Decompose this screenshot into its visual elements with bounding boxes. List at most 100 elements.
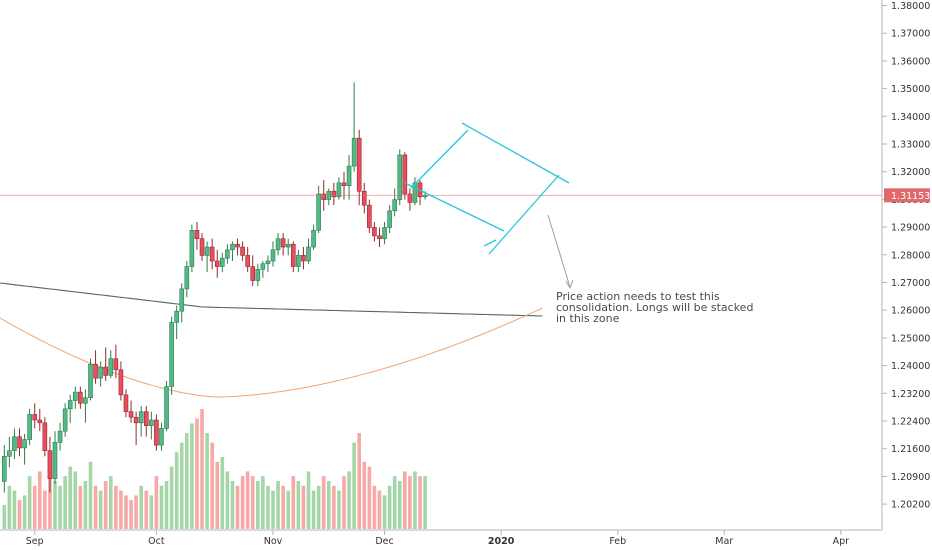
volume-bar — [281, 485, 285, 529]
candle — [351, 82, 357, 172]
volume-bar — [88, 461, 93, 529]
candle — [189, 224, 195, 273]
volume-bar — [27, 476, 32, 529]
y-tick-label: 1.25000 — [891, 333, 930, 344]
candle — [412, 177, 418, 206]
y-tick-label: 1.32000 — [891, 167, 930, 178]
candlesticks — [1, 82, 428, 493]
volume-bar — [129, 500, 133, 529]
volume-bar — [250, 476, 255, 529]
candle — [285, 238, 291, 256]
y-tick-label: 1.35000 — [891, 84, 930, 95]
candle — [27, 408, 32, 446]
volume-bar — [372, 485, 377, 529]
candle — [275, 233, 281, 256]
candle — [174, 305, 179, 340]
y-tick-label: 1.20900 — [891, 472, 930, 483]
candle — [265, 255, 271, 273]
annotation-arrow-head — [565, 279, 574, 290]
volume-bar — [169, 466, 174, 529]
candle — [331, 182, 337, 206]
volume-bar — [53, 481, 57, 529]
volume-bar — [245, 471, 250, 529]
y-tick-label: 1.38000 — [891, 1, 930, 12]
annotation-callout[interactable]: Price action needs to test this consolid… — [547, 214, 753, 325]
candle — [149, 411, 154, 440]
volume-bar — [306, 471, 311, 529]
volume-bar — [311, 490, 316, 529]
candle — [250, 255, 256, 287]
candle — [199, 233, 205, 261]
volume-bar — [291, 476, 296, 529]
candle — [133, 411, 139, 446]
volume-bar — [397, 481, 402, 529]
candle — [62, 403, 68, 437]
y-tick-label: 1.27000 — [891, 278, 930, 289]
volume-bar — [337, 490, 341, 529]
candle — [346, 154, 352, 200]
candle — [37, 408, 43, 432]
volume-bar — [261, 476, 265, 529]
volume-bar — [78, 485, 83, 529]
volume-bar — [408, 476, 412, 529]
volume-bar — [179, 442, 184, 529]
volume-bar — [68, 466, 73, 529]
y-tick-label: 1.34000 — [891, 112, 930, 123]
volume-bar — [149, 495, 154, 529]
candle — [240, 241, 245, 261]
candle — [387, 205, 392, 234]
candle — [397, 149, 403, 206]
svg-text:1.31153: 1.31153 — [891, 191, 930, 202]
candle — [382, 221, 387, 245]
time-axis[interactable]: Sep Oct Nov Dec 2020 Feb Mar Apr — [0, 529, 882, 547]
candle — [32, 403, 38, 429]
volume-bar — [195, 418, 199, 529]
candle — [296, 249, 301, 273]
volume-bars — [2, 409, 427, 529]
annotation-text-line-1: Price action needs to test this — [556, 290, 720, 303]
candle — [93, 350, 98, 384]
volume-bar — [108, 476, 113, 529]
candle — [143, 406, 149, 437]
y-tick-label: 1.21600 — [891, 444, 930, 455]
volume-bar — [367, 466, 372, 529]
candle — [336, 177, 342, 200]
candle — [57, 422, 63, 451]
candle — [83, 389, 88, 423]
price-axis[interactable]: 1.38000 1.37000 1.36000 1.35000 1.34000 1.330… — [881, 0, 932, 550]
y-tick-label: 1.24000 — [891, 361, 930, 372]
candle — [159, 422, 164, 451]
volume-bar — [296, 481, 301, 529]
volume-bar — [63, 476, 67, 529]
y-tick-label: 1.36000 — [891, 56, 930, 67]
annotation-arrow-line — [547, 214, 571, 288]
last-price-tag: 1.31153 — [884, 188, 930, 203]
volume-bar — [235, 485, 240, 529]
candle — [72, 386, 78, 409]
volume-bar — [190, 423, 194, 529]
volume-bar — [266, 485, 270, 529]
x-tick-label: Nov — [264, 536, 283, 547]
volume-bar — [382, 495, 387, 529]
volume-bar — [423, 476, 427, 529]
candle — [42, 417, 48, 457]
volume-bar — [114, 485, 118, 529]
candle — [194, 221, 200, 250]
candle — [225, 244, 230, 264]
candle — [128, 400, 134, 423]
y-tick-label: 1.22400 — [891, 417, 930, 428]
volume-bar — [316, 485, 321, 529]
volume-bar — [43, 490, 47, 529]
candle — [417, 180, 423, 206]
y-tick-label: 1.33000 — [891, 140, 930, 151]
volume-bar — [32, 485, 37, 529]
annotation-text-line-3: in this zone — [556, 312, 620, 325]
candle — [301, 247, 306, 270]
volume-bar — [174, 452, 179, 529]
candle — [169, 316, 174, 395]
diamond-pattern-drawing[interactable] — [404, 122, 570, 255]
volume-bar — [225, 471, 230, 529]
volume-bar — [7, 485, 12, 529]
volume-bar — [185, 433, 189, 529]
